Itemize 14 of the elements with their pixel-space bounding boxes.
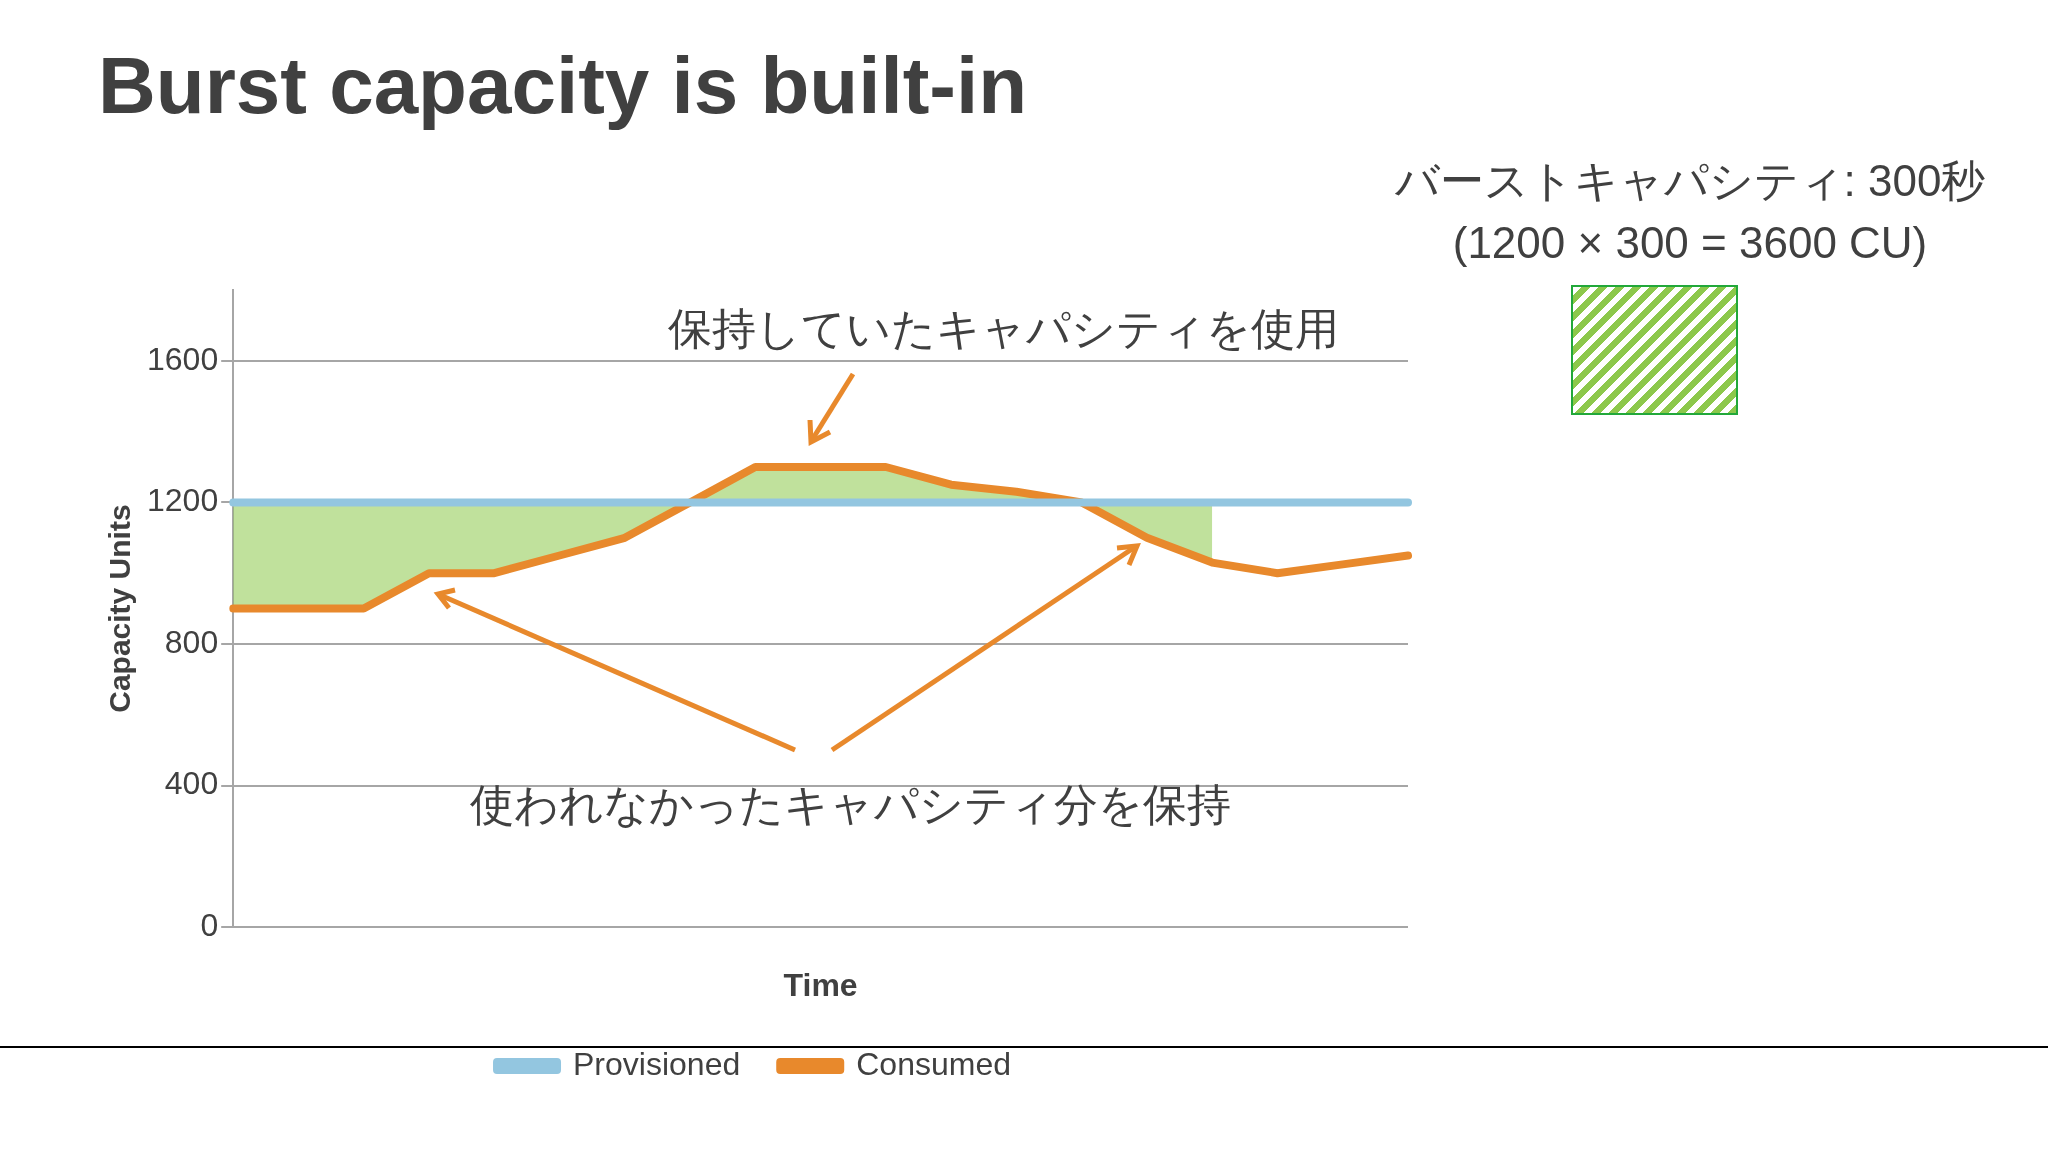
y-tick-label: 800 bbox=[164, 623, 219, 660]
legend-label: Consumed bbox=[856, 1045, 1011, 1082]
chart-title: Burst capacity is built-in bbox=[98, 40, 1028, 132]
y-tick-label: 0 bbox=[200, 907, 219, 944]
legend-label: Provisioned bbox=[573, 1045, 741, 1082]
text: バーストキャパシティ: 300秒 bbox=[1394, 155, 1986, 207]
annotation: 保持していたキャパシティを使用 bbox=[667, 303, 1339, 355]
text: (1200 × 300 = 3600 CU) bbox=[1452, 218, 1928, 268]
x-axis-title: Time bbox=[783, 966, 858, 1003]
y-tick-label: 400 bbox=[164, 765, 219, 802]
y-axis-title: Capacity Units bbox=[103, 504, 137, 713]
y-tick-label: 1200 bbox=[147, 482, 219, 519]
annotation: 使われなかったキャパシティ分を保持 bbox=[469, 779, 1231, 831]
y-tick-label: 1600 bbox=[147, 340, 219, 377]
